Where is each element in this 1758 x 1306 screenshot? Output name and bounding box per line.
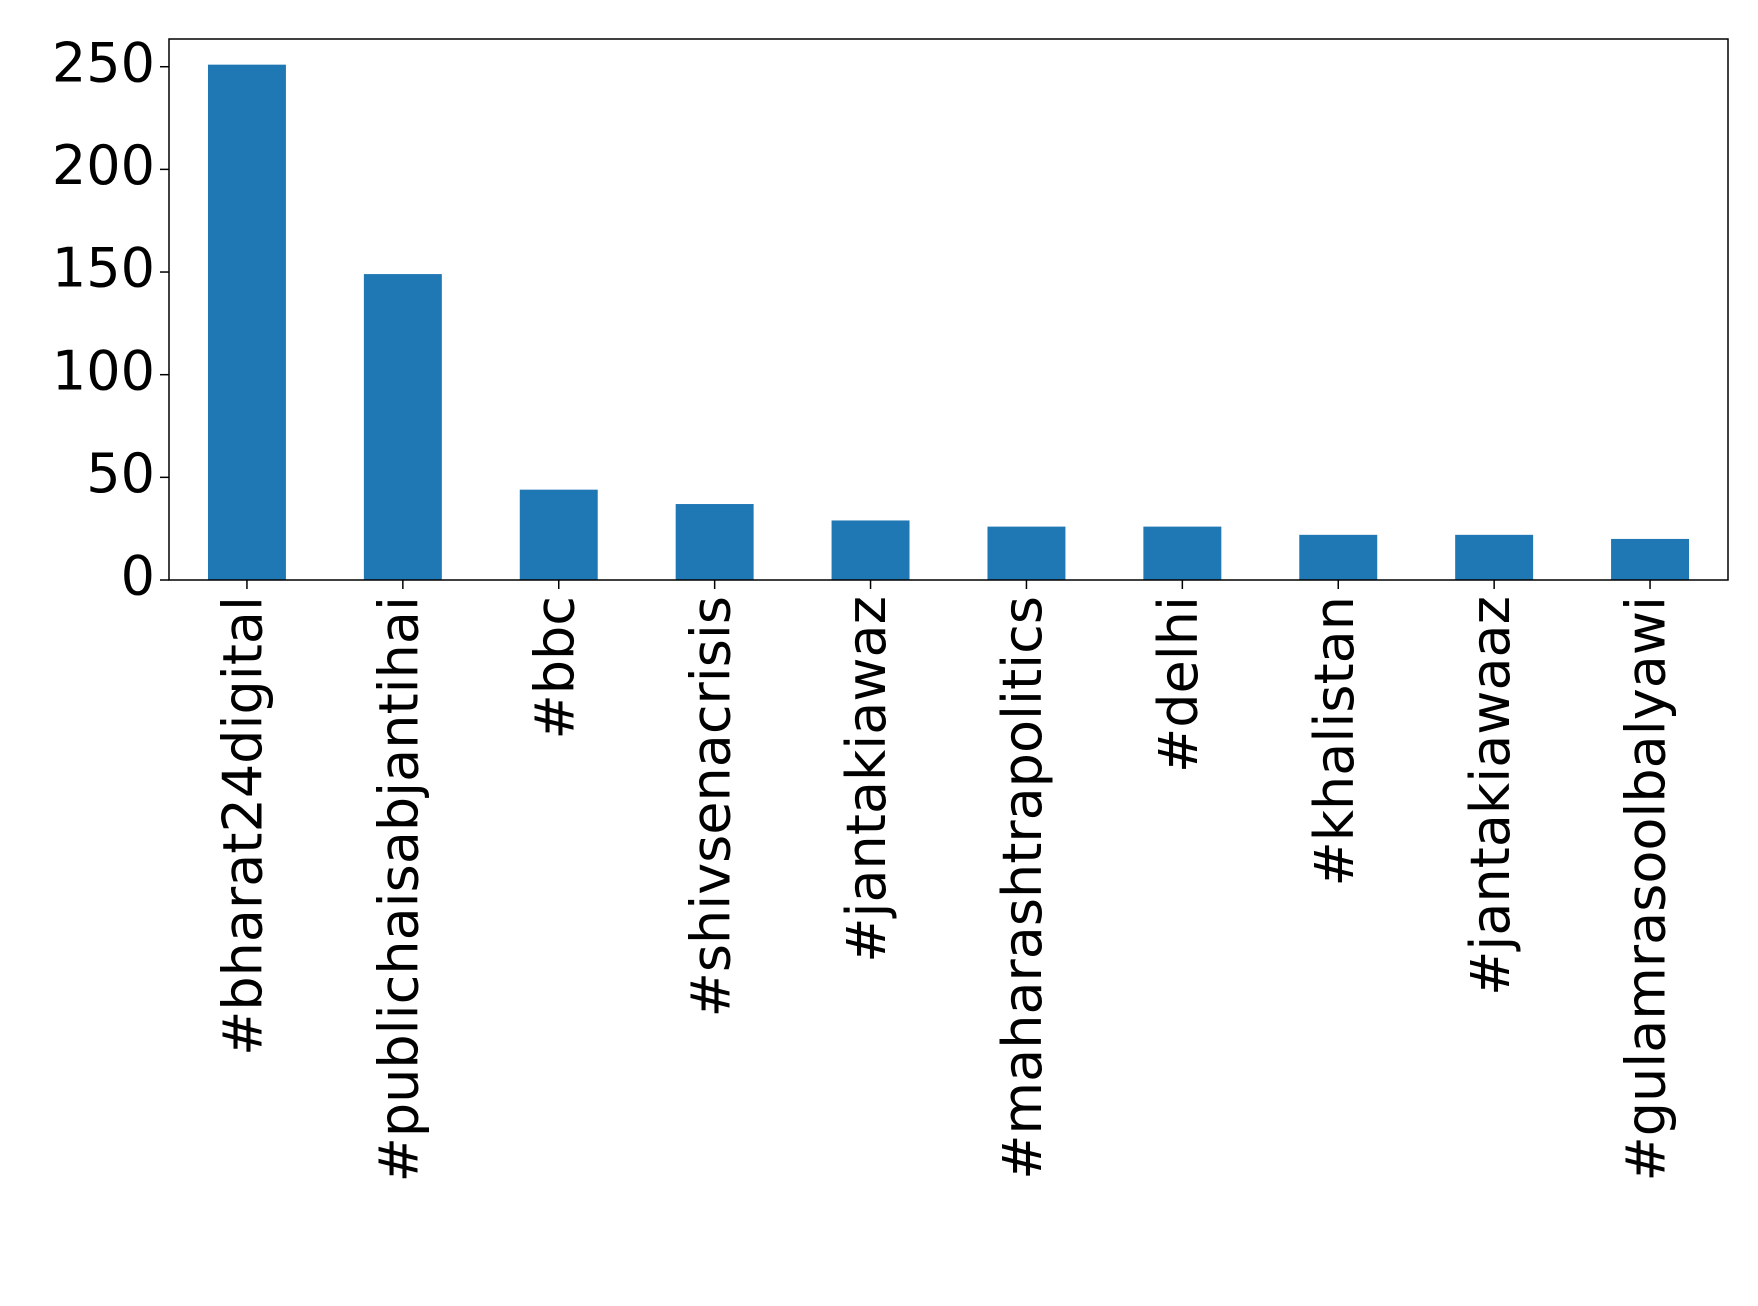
x-tick-label: #publichaisabjantihai xyxy=(367,596,430,1182)
y-tick-label: 100 xyxy=(52,339,155,402)
x-tick-label: #bbc xyxy=(523,596,586,740)
x-tick-label: #gulamrasoolbalyawi xyxy=(1615,596,1678,1182)
y-tick-label: 250 xyxy=(52,31,155,94)
x-tick-label: #shivsenacrisis xyxy=(679,596,742,1017)
y-tick-label: 200 xyxy=(52,134,155,197)
y-tick-label: 150 xyxy=(52,237,155,300)
x-tick-label: #jantakiawaaz xyxy=(1459,596,1522,996)
bar xyxy=(1299,534,1378,580)
y-tick-label: 50 xyxy=(86,442,155,505)
x-tick-label: #bharat24digital xyxy=(212,596,275,1056)
bar xyxy=(831,520,910,580)
bar xyxy=(1455,534,1534,580)
bar xyxy=(675,504,754,580)
plot-frame xyxy=(168,38,1729,581)
bar xyxy=(987,526,1066,580)
x-tick-label: #maharashtrapolitics xyxy=(991,596,1054,1180)
bar xyxy=(1143,526,1222,580)
bar xyxy=(207,64,286,581)
y-tick-label: 0 xyxy=(121,545,155,608)
x-tick-label: #jantakiawaz xyxy=(835,596,898,963)
bar xyxy=(1611,538,1690,580)
bar xyxy=(363,274,442,580)
bar xyxy=(519,489,598,580)
x-tick-label: #khalistan xyxy=(1303,596,1366,886)
x-tick-label: #delhi xyxy=(1147,596,1210,773)
